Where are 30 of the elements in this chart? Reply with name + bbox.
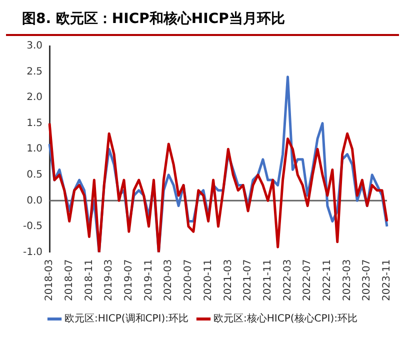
y-tick-label: 1.5 (26, 118, 43, 129)
x-tick-label: 2020-11 (202, 259, 214, 302)
x-tick-label: 2023-11 (382, 259, 393, 302)
y-tick-label: 2.0 (26, 92, 43, 104)
x-tick-label: 2021-11 (262, 259, 274, 302)
x-tick-label: 2022-03 (282, 259, 294, 302)
legend-label: 欧元区:HICP(调和CPI):环比 (64, 312, 188, 325)
x-tick-label: 2018-11 (84, 259, 95, 302)
x-tick-label: 2023-07 (362, 259, 373, 302)
y-tick-label: -1.0 (22, 246, 43, 258)
x-tick-label: 2018-07 (64, 259, 75, 302)
y-tick-label: 1.0 (26, 144, 43, 155)
x-tick-label: 2020-07 (183, 259, 194, 302)
x-tick-label: 2019-07 (124, 259, 135, 302)
x-tick-label: 2020-03 (163, 259, 174, 302)
y-tick-label: 3.0 (26, 40, 43, 52)
x-tick-label: 2022-11 (322, 259, 334, 302)
x-tick-label: 2018-03 (44, 259, 56, 302)
chart-title: 图8. 欧元区：HICP和核心HICP当月环比 (6, 0, 399, 36)
x-tick-label: 2022-07 (302, 259, 314, 302)
x-tick-label: 2019-11 (143, 259, 154, 302)
y-tick-label: -0.5 (22, 221, 43, 232)
x-tick-label: 2023-03 (342, 259, 353, 302)
y-tick-label: 0.0 (26, 195, 43, 206)
y-tick-label: 2.5 (26, 66, 43, 78)
x-tick-label: 2021-07 (242, 259, 254, 302)
legend-label: 欧元区:核心HICP(核心CPI):环比 (214, 312, 358, 325)
x-tick-label: 2019-03 (104, 259, 115, 302)
y-tick-label: 0.5 (26, 169, 43, 180)
x-tick-label: 2021-03 (222, 259, 234, 302)
